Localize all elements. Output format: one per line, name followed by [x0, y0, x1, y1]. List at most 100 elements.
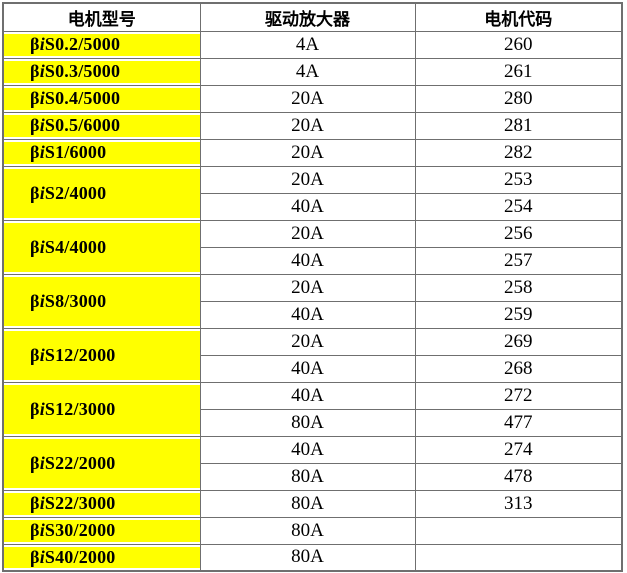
motor-model-label: βiS0.5/6000 [30, 115, 121, 135]
model-highlight: βiS1/6000 [4, 141, 200, 164]
header-motor-model: 电机型号 [2, 2, 201, 32]
motor-code-value: 258 [414, 273, 623, 302]
motor-model-label: βiS12/3000 [30, 398, 116, 419]
table-row: βiS0.2/5000 4A 260 [2, 30, 623, 59]
table-row: βiS2/4000 20A 253 [2, 165, 623, 221]
drive-amplifier-value: 40A [199, 246, 416, 275]
motor-model-label: βiS22/2000 [30, 452, 116, 473]
motor-model-label: βiS4/4000 [30, 236, 107, 257]
table-row: βiS0.4/5000 20A 280 [2, 84, 623, 113]
motor-model-cell: βiS8/3000 [2, 273, 201, 329]
motor-model-cell: βiS0.5/6000 [2, 111, 201, 140]
motor-table-header: 电机型号 驱动放大器 电机代码 [2, 2, 623, 32]
drive-amplifier-value: 20A [199, 84, 416, 113]
drive-amplifier-value: 4A [199, 57, 416, 86]
table-row: βiS40/2000 80A [2, 543, 623, 572]
header-drive-amplifier: 驱动放大器 [199, 2, 416, 32]
motor-model-label: βiS30/2000 [30, 520, 116, 540]
motor-model-cell: βiS12/2000 [2, 327, 201, 383]
table-row: βiS4/4000 20A 256 [2, 219, 623, 275]
drive-amplifier-value: 40A [199, 381, 416, 410]
table-row: βiS0.3/5000 4A 261 [2, 57, 623, 86]
table-row: βiS22/2000 40A 274 [2, 435, 623, 491]
drive-amplifier-value: 20A [199, 165, 416, 194]
model-highlight: βiS12/2000 [4, 330, 200, 380]
motor-model-label: βiS12/2000 [30, 344, 116, 365]
motor-code-value: 281 [414, 111, 623, 140]
drive-amplifier-value: 80A [199, 462, 416, 491]
drive-amplifier-value: 80A [199, 543, 416, 572]
motor-model-cell: βiS0.2/5000 [2, 30, 201, 59]
drive-amplifier-value: 20A [199, 219, 416, 248]
model-highlight: βiS0.5/6000 [4, 114, 200, 137]
motor-code-value: 272 [414, 381, 623, 410]
drive-amplifier-value: 40A [199, 435, 416, 464]
motor-code-value: 256 [414, 219, 623, 248]
drive-amplifier-value: 80A [199, 516, 416, 545]
motor-code-value: 313 [414, 489, 623, 518]
table-row: βiS12/2000 20A 269 [2, 327, 623, 383]
motor-model-cell: βiS22/3000 [2, 489, 201, 518]
table-row: 80A 477 [3, 408, 623, 437]
motor-code-value: 261 [414, 57, 623, 86]
motor-model-cell: βiS12/3000 [2, 381, 201, 437]
model-highlight: βiS0.2/5000 [4, 33, 200, 56]
motor-code-value: 260 [414, 30, 623, 59]
table-row: βiS1/6000 20A 282 [2, 138, 623, 167]
motor-model-cell: βiS30/2000 [2, 516, 201, 545]
motor-model-cell: βiS40/2000 [2, 543, 201, 572]
model-highlight: βiS22/3000 [4, 492, 200, 515]
motor-model-cell: βiS2/4000 [2, 165, 201, 221]
header-row: 电机型号 驱动放大器 电机代码 [2, 2, 623, 32]
model-highlight: βiS22/2000 [4, 438, 200, 488]
motor-model-cell: βiS22/2000 [2, 435, 201, 491]
motor-model-cell: βiS0.4/5000 [2, 84, 201, 113]
header-motor-code: 电机代码 [414, 2, 623, 32]
motor-model-cell: βiS0.3/5000 [2, 57, 201, 86]
model-highlight: βiS0.4/5000 [4, 87, 200, 110]
motor-model-label: βiS0.2/5000 [30, 34, 121, 54]
table-row: βiS0.5/6000 20A 281 [2, 111, 623, 140]
drive-amplifier-value: 40A [199, 354, 416, 383]
motor-code-value: 282 [414, 138, 623, 167]
motor-model-cell: βiS4/4000 [2, 219, 201, 275]
table-row: 80A 478 [3, 462, 623, 491]
motor-model-label: βiS22/3000 [30, 493, 116, 513]
motor-code-value: 478 [414, 462, 623, 491]
table-row: βiS22/3000 80A 313 [2, 489, 623, 518]
drive-amplifier-value: 20A [199, 138, 416, 167]
motor-code-value: 274 [414, 435, 623, 464]
drive-amplifier-value: 4A [199, 30, 416, 59]
motor-code-value [414, 543, 623, 572]
model-highlight: βiS8/3000 [4, 276, 200, 326]
drive-amplifier-value: 20A [199, 111, 416, 140]
drive-amplifier-value: 40A [199, 300, 416, 329]
motor-code-value: 269 [414, 327, 623, 356]
motor-code-value: 257 [414, 246, 623, 275]
table-row: βiS30/2000 80A [2, 516, 623, 545]
motor-model-cell: βiS1/6000 [2, 138, 201, 167]
drive-amplifier-value: 80A [199, 408, 416, 437]
model-highlight: βiS40/2000 [4, 546, 200, 568]
motor-model-label: βiS2/4000 [30, 182, 107, 203]
motor-code-value: 280 [414, 84, 623, 113]
motor-code-value: 253 [414, 165, 623, 194]
motor-model-label: βiS8/3000 [30, 290, 107, 311]
motor-code-value: 254 [414, 192, 623, 221]
motor-code-value [414, 516, 623, 545]
table-body: βiS0.2/5000 4A 260 βiS0.3/5000 4A 261 βiS0.4/5… [2, 30, 623, 572]
table-row: βiS12/3000 40A 272 [2, 381, 623, 437]
drive-amplifier-value: 80A [199, 489, 416, 518]
drive-amplifier-value: 40A [199, 192, 416, 221]
table-row: 40A 268 [3, 354, 623, 383]
model-highlight: βiS2/4000 [4, 168, 200, 218]
drive-amplifier-value: 20A [199, 327, 416, 356]
drive-amplifier-value: 20A [199, 273, 416, 302]
model-highlight: βiS30/2000 [4, 519, 200, 542]
table-row: βiS8/3000 20A 258 [2, 273, 623, 329]
motor-model-label: βiS0.4/5000 [30, 88, 121, 108]
model-highlight: βiS0.3/5000 [4, 60, 200, 83]
model-highlight: βiS12/3000 [4, 384, 200, 434]
